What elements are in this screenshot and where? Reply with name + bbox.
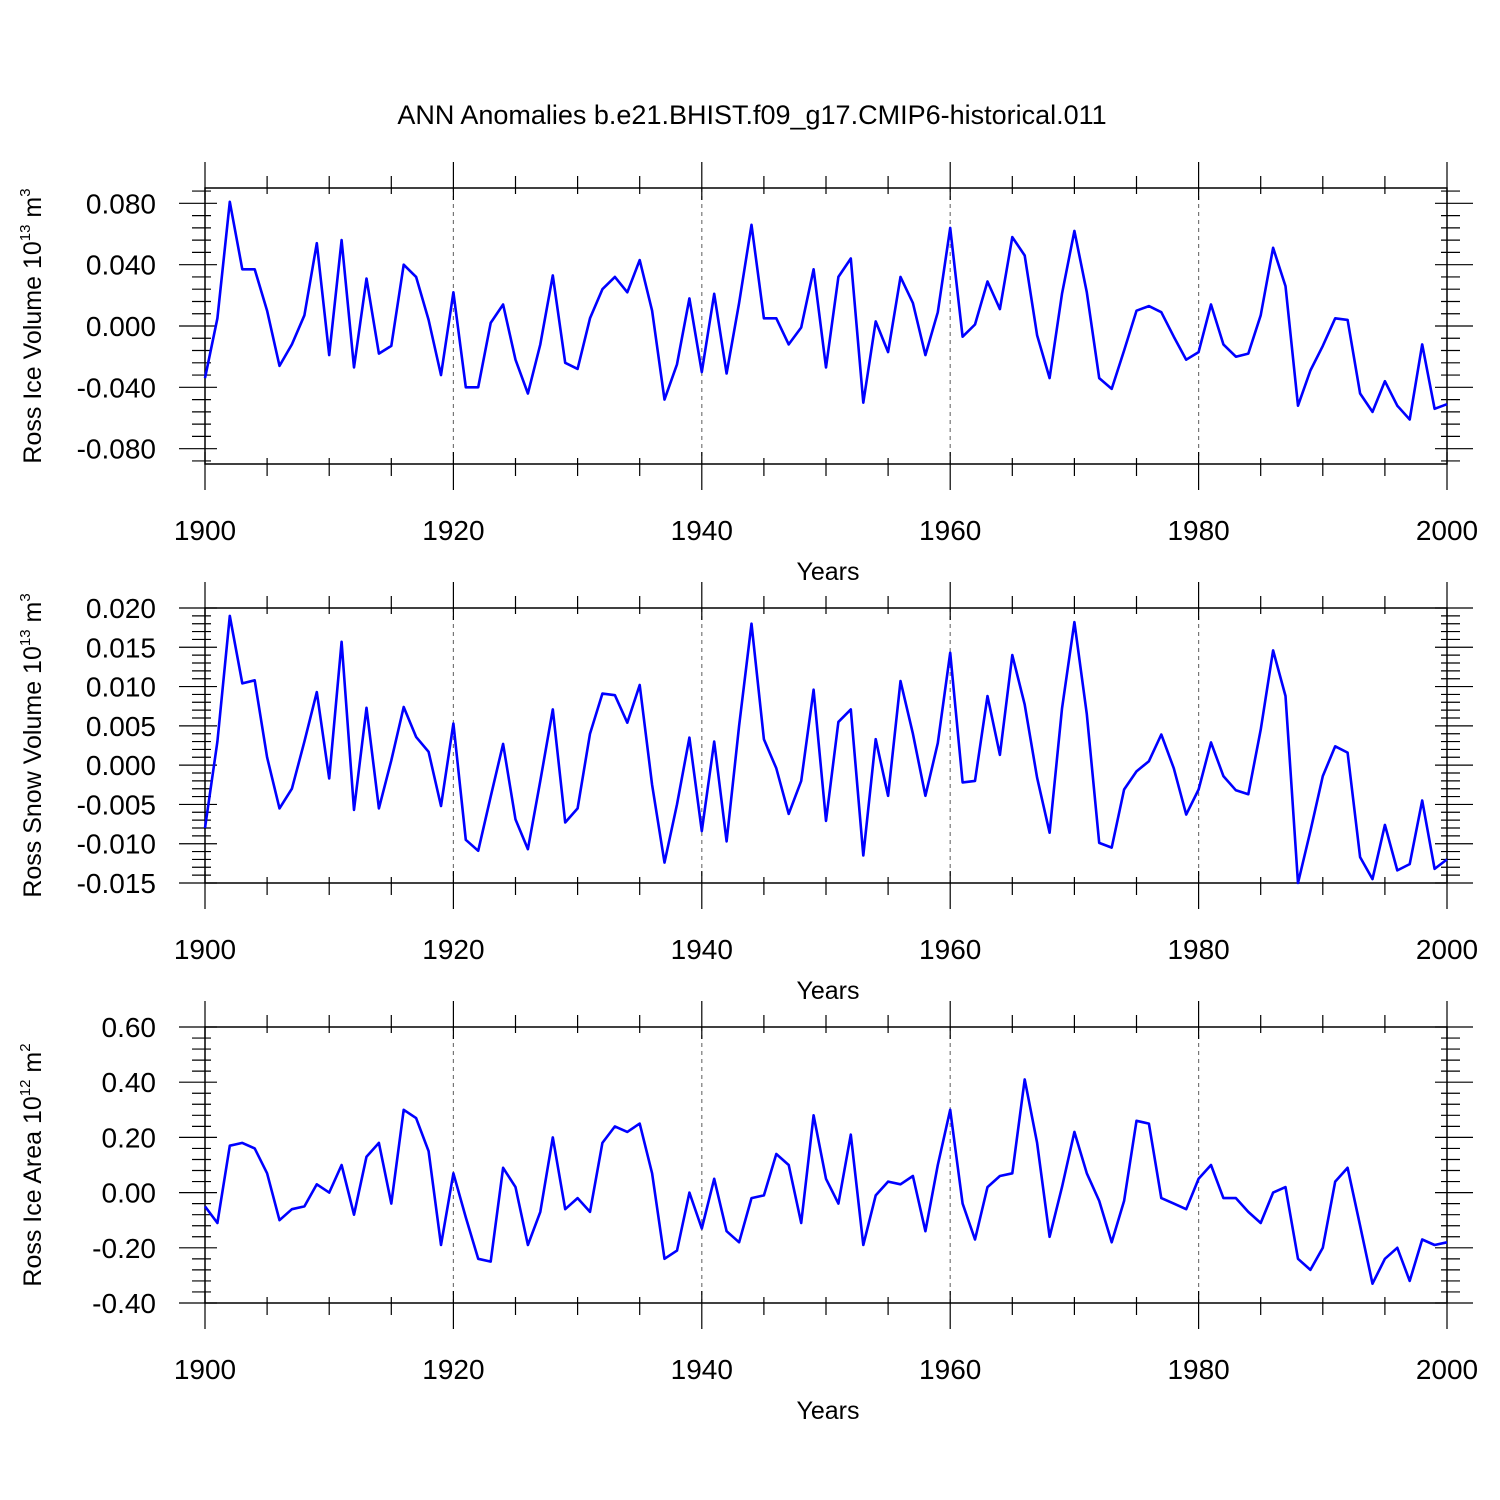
y-tick-label: 0.020 (86, 593, 156, 624)
x-tick-label: 1920 (422, 934, 484, 965)
y-tick-label: 0.000 (86, 750, 156, 781)
x-tick-label: 1940 (671, 1354, 733, 1385)
x-tick-label: 1960 (919, 934, 981, 965)
x-tick-label: 2000 (1416, 1354, 1478, 1385)
y-axis-label-text: Ross Ice Area 10 (19, 1096, 47, 1286)
y-tick-label: 0.010 (86, 672, 156, 703)
chart-title: ANN Anomalies b.e21.BHIST.f09_g17.CMIP6-… (397, 100, 1106, 130)
x-tick-label: 2000 (1416, 515, 1478, 546)
x-tick-label: 1980 (1167, 1354, 1229, 1385)
y-tick-label: 0.040 (86, 250, 156, 281)
x-tick-label: 2000 (1416, 934, 1478, 965)
y-tick-label: 0.005 (86, 711, 156, 742)
y-tick-label: 0.40 (102, 1067, 157, 1098)
y-axis-label: Ross Snow Volume 1013 m3 (17, 593, 47, 897)
series-line (203, 1078, 1448, 1285)
y-tick-label: -0.20 (92, 1233, 156, 1264)
series-line (203, 200, 1448, 421)
y-tick-label: 0.60 (102, 1012, 157, 1043)
y-axis-label-exponent: 13 (17, 225, 34, 242)
x-tick-label: 1900 (174, 515, 236, 546)
x-tick-label: 1940 (671, 934, 733, 965)
y-tick-label: 0.015 (86, 632, 156, 663)
y-axis-label-unit: m (19, 602, 47, 630)
y-tick-label: 0.000 (86, 311, 156, 342)
y-tick-label: 0.20 (102, 1122, 157, 1153)
y-axis-label-unit-exponent: 2 (17, 1043, 34, 1051)
panels: 1900 1920 1940 1960 1980 2000 -0.080 -0.040 0.00… (17, 162, 1478, 1425)
y-axis-label-text: Ross Ice Volume 10 (19, 241, 47, 463)
x-tick-label: 1920 (422, 1354, 484, 1385)
x-axis-label: Years (796, 1397, 859, 1425)
x-tick-label: 1960 (919, 515, 981, 546)
y-axis-label-text: Ross Snow Volume 10 (19, 646, 47, 898)
y-axis-label: Ross Ice Volume 1013 m3 (17, 188, 47, 463)
y-axis-label-unit: m (19, 197, 47, 225)
x-tick-label: 1960 (919, 1354, 981, 1385)
y-tick-label: -0.010 (77, 829, 156, 860)
y-tick-label: 0.00 (102, 1178, 157, 1209)
y-tick-label: -0.005 (77, 789, 156, 820)
x-tick-label: 1900 (174, 934, 236, 965)
y-axis-label-exponent: 13 (17, 629, 34, 646)
y-tick-label: 0.080 (86, 188, 156, 219)
y-tick-label: -0.080 (77, 434, 156, 465)
y-axis-label-unit: m (19, 1052, 47, 1080)
x-axis-label: Years (796, 558, 859, 586)
y-axis-label-exponent: 12 (17, 1080, 34, 1097)
y-tick-label: -0.040 (77, 372, 156, 403)
y-axis-label-unit-exponent: 3 (17, 188, 34, 196)
x-tick-label: 1980 (1167, 515, 1229, 546)
panel-3: 1900 1920 1940 1960 1980 2000 -0.40 -0.20 0.00 0.… (17, 1001, 1478, 1425)
x-tick-label: 1980 (1167, 934, 1229, 965)
x-tick-label: 1900 (174, 1354, 236, 1385)
x-tick-label: 1920 (422, 515, 484, 546)
y-tick-label: -0.015 (77, 868, 156, 899)
y-axis-label: Ross Ice Area 1012 m2 (17, 1043, 47, 1286)
y-tick-label: -0.40 (92, 1288, 156, 1319)
x-tick-label: 1940 (671, 515, 733, 546)
series-line (203, 614, 1448, 885)
panel-1: 1900 1920 1940 1960 1980 2000 -0.080 -0.040 0.00… (17, 162, 1478, 586)
y-axis-label-unit-exponent: 3 (17, 593, 34, 601)
panel-2: 1900 1920 1940 1960 1980 2000 -0.015 -0.010 -0.0… (17, 582, 1478, 1005)
x-axis-label: Years (796, 977, 859, 1005)
